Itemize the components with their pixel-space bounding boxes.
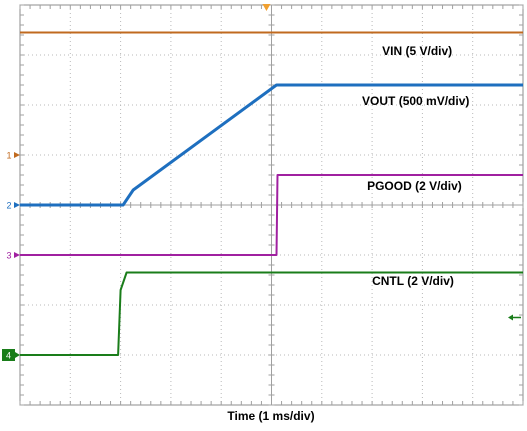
channel-marker-arrow — [14, 202, 20, 208]
channel-marker-label: 1 — [6, 151, 11, 161]
trace-label: VOUT (500 mV/div) — [362, 94, 469, 108]
trace-cntl — [20, 271, 523, 356]
x-axis-title: Time (1 ms/div) — [227, 409, 314, 423]
channel-marker-arrow — [14, 152, 20, 158]
channel-marker-label: 2 — [6, 201, 11, 211]
channel-marker-label: 3 — [6, 251, 11, 261]
trigger-position-marker — [262, 4, 271, 11]
trace-vout — [20, 83, 523, 207]
traces — [20, 31, 523, 356]
channel-marker-label: 4 — [6, 351, 11, 361]
trace-pgood — [20, 174, 523, 256]
trace-label: VIN (5 V/div) — [382, 44, 452, 58]
trace-label: PGOOD (2 V/div) — [367, 179, 462, 193]
markers: 1 2 3 4 — [2, 4, 521, 361]
right-edge-marker-arrow — [508, 314, 513, 321]
trace-labels: VIN (5 V/div) VOUT (500 mV/div) PGOOD (2 V… — [362, 44, 469, 288]
channel-marker-box — [2, 349, 15, 361]
channel-marker-arrow — [15, 352, 20, 358]
trace-label: CNTL (2 V/div) — [372, 274, 454, 288]
channel-marker-arrow — [14, 252, 20, 258]
